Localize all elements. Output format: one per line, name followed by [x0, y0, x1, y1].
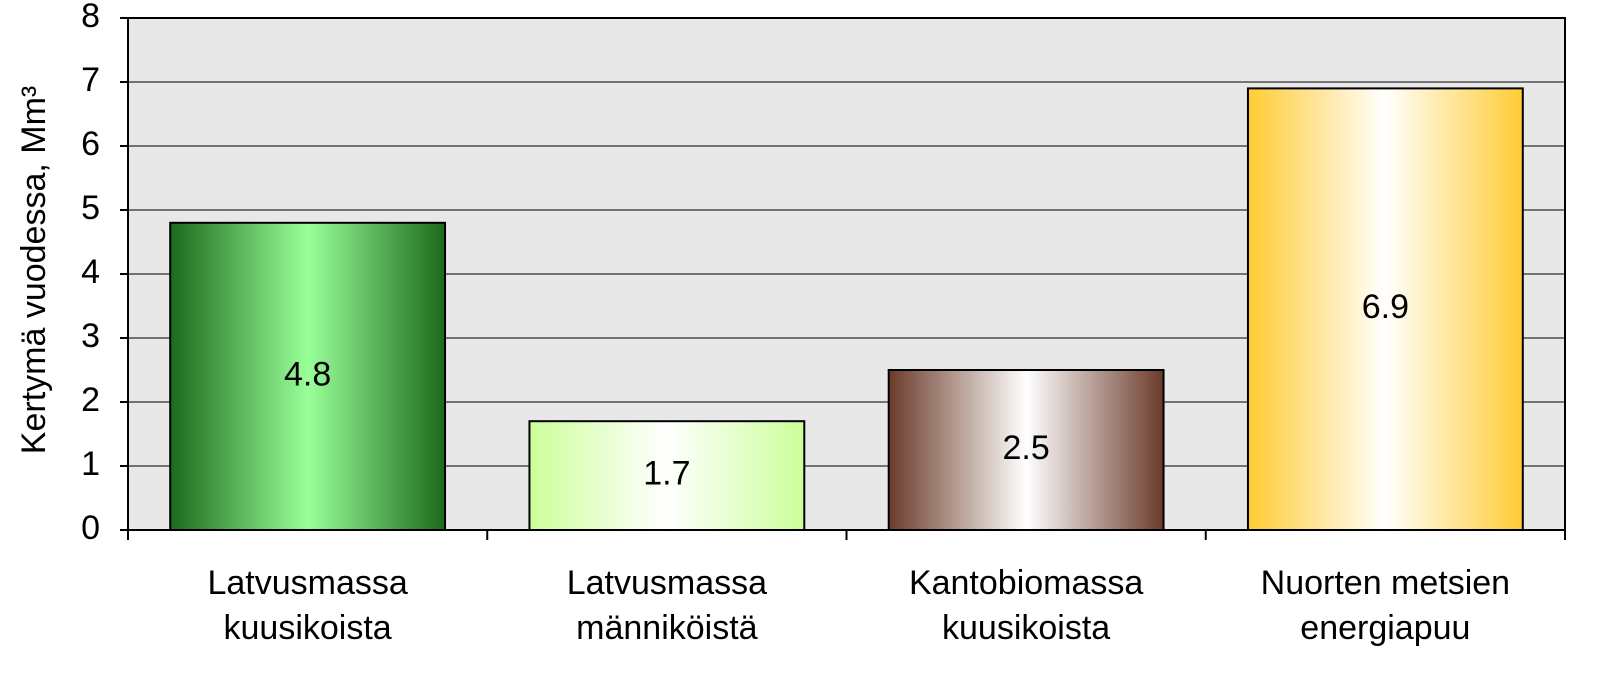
x-tick-label: kuusikoista	[942, 609, 1110, 647]
bar	[169, 221, 447, 532]
y-tick-label: 1	[81, 445, 100, 483]
x-tick-label: Nuorten metsien	[1261, 564, 1510, 602]
value-label: 6.9	[1362, 288, 1409, 326]
value-label: 4.8	[284, 355, 331, 393]
value-label: 1.7	[643, 455, 690, 493]
bar	[528, 420, 806, 532]
x-tick-label: Latvusmassa	[207, 564, 407, 602]
x-tick-label: energiapuu	[1300, 609, 1470, 647]
x-tick-label: Kantobiomassa	[909, 564, 1143, 602]
y-tick-label: 3	[81, 317, 100, 355]
y-axis-label: Kertymä vuodessa, Mm³	[15, 86, 53, 454]
y-tick-label: 2	[81, 381, 100, 419]
y-tick-label: 0	[81, 509, 100, 547]
y-tick-label: 8	[81, 0, 100, 35]
bar	[887, 369, 1165, 531]
y-tick-label: 4	[81, 253, 100, 291]
x-tick-label: männiköistä	[576, 609, 758, 647]
x-tick-label: kuusikoista	[224, 609, 392, 647]
x-tick-label: Latvusmassa	[567, 564, 767, 602]
bar	[1246, 87, 1524, 532]
y-tick-label: 6	[81, 125, 100, 163]
y-tick-label: 5	[81, 189, 100, 227]
value-label: 2.5	[1002, 429, 1049, 467]
y-tick-label: 7	[81, 61, 100, 99]
